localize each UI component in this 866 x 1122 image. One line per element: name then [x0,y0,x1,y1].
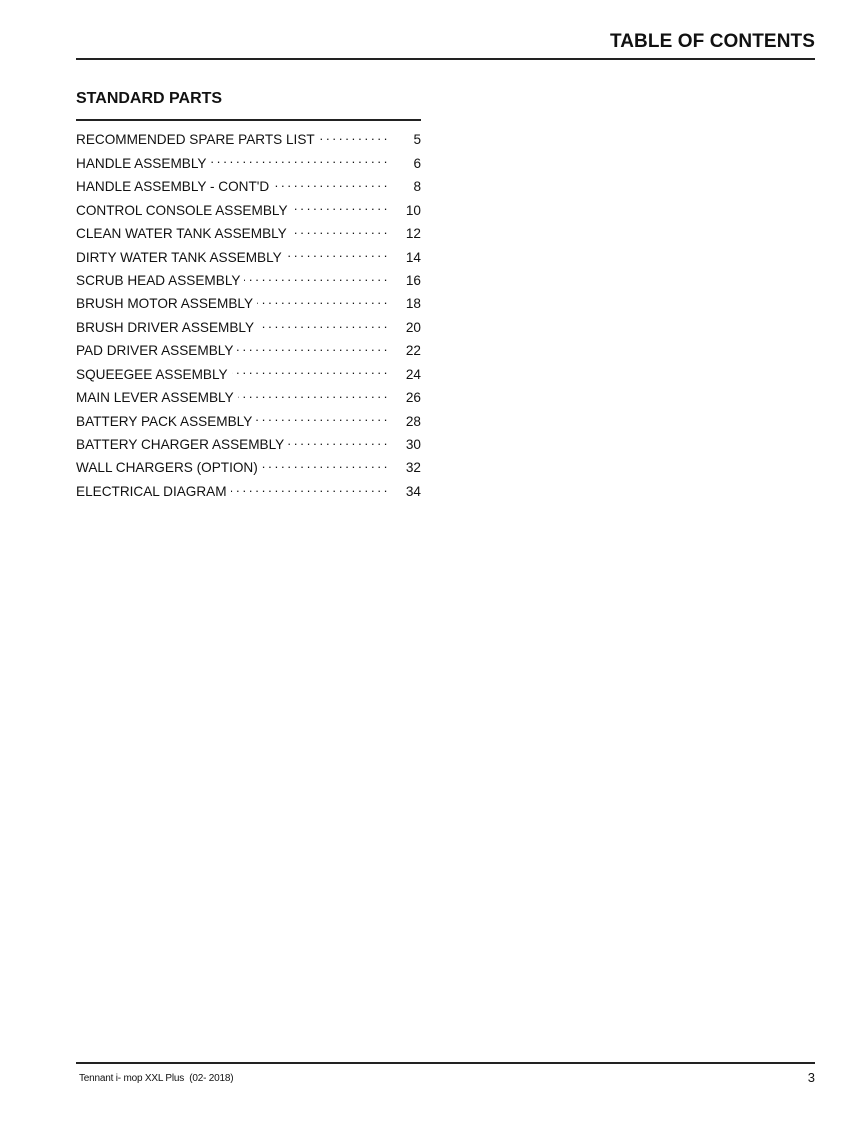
toc-dot-leader [232,362,387,378]
toc-dot-leader [231,480,387,496]
toc-entry-label: BATTERY PACK ASSEMBLY [76,413,253,429]
header-divider [76,58,815,60]
toc-dot-leader [257,292,387,308]
toc-entry-page: 14 [405,249,421,265]
toc-entry[interactable]: HANDLE ASSEMBLY - CONT'D 8 [76,175,421,198]
toc-entry-page: 6 [413,155,421,171]
toc-entry-label: SQUEEGEE ASSEMBLY [76,366,228,382]
toc-entry[interactable]: ELECTRICAL DIAGRAM 34 [76,480,421,503]
toc-entry[interactable]: BRUSH MOTOR ASSEMBLY 18 [76,292,421,315]
toc-dot-leader [210,151,387,167]
toc-entry-label: DIRTY WATER TANK ASSEMBLY [76,249,282,265]
toc-entry-label: MAIN LEVER ASSEMBLY [76,390,234,406]
toc-dot-leader [244,269,387,285]
toc-entry[interactable]: CLEAN WATER TANK ASSEMBLY 12 [76,222,421,245]
toc-entry-label: HANDLE ASSEMBLY - CONT'D [76,179,270,195]
toc-entry[interactable]: MAIN LEVER ASSEMBLY 26 [76,386,421,409]
toc-entry[interactable]: CONTROL CONSOLE ASSEMBLY 10 [76,198,421,221]
section-divider [76,119,421,121]
toc-dot-leader [273,175,387,191]
toc-entry-page: 12 [405,226,421,242]
footer-divider [76,1062,815,1064]
footer-text: Tennant i- mop XXL Plus (02- 2018) [79,1073,234,1084]
toc-dot-leader [292,198,387,214]
toc-entry-page: 28 [405,413,421,429]
toc-dot-leader [288,433,387,449]
toc-entry[interactable]: BATTERY CHARGER ASSEMBLY 30 [76,433,421,456]
toc-entry-page: 30 [405,437,421,452]
toc-entry[interactable]: SQUEEGEE ASSEMBLY 24 [76,362,421,385]
toc-list: RECOMMENDED SPARE PARTS LIST 5 HANDLE ASSE… [76,128,421,503]
toc-entry-label: PAD DRIVER ASSEMBLY [76,343,234,359]
toc-entry-label: SCRUB HEAD ASSEMBLY [76,272,241,288]
footer-page-number: 3 [807,1070,815,1085]
toc-entry-page: 8 [413,179,421,195]
toc-dot-leader [237,339,387,355]
toc-entry[interactable]: DIRTY WATER TANK ASSEMBLY 14 [76,245,421,268]
toc-entry-page: 18 [405,296,421,312]
toc-entry[interactable]: PAD DRIVER ASSEMBLY 22 [76,339,421,362]
toc-entry[interactable]: BATTERY PACK ASSEMBLY 28 [76,409,421,432]
toc-entry[interactable]: RECOMMENDED SPARE PARTS LIST 5 [76,128,421,151]
toc-entry-page: 32 [405,460,421,476]
toc-entry-label: HANDLE ASSEMBLY [76,155,207,171]
toc-entry[interactable]: SCRUB HEAD ASSEMBLY 16 [76,269,421,292]
toc-entry-label: RECOMMENDED SPARE PARTS LIST [76,132,315,148]
toc-dot-leader [262,456,387,472]
toc-dot-leader [319,128,387,144]
toc-entry[interactable]: BRUSH DRIVER ASSEMBLY 20 [76,316,421,339]
toc-entry-page: 20 [405,319,421,335]
toc-entry[interactable]: WALL CHARGERS (OPTION) 32 [76,456,421,479]
toc-entry-label: BRUSH DRIVER ASSEMBLY [76,319,255,335]
toc-entry-label: CONTROL CONSOLE ASSEMBLY [76,202,288,218]
toc-entry-label: WALL CHARGERS (OPTION) [76,460,258,476]
toc-entry[interactable]: HANDLE ASSEMBLY 6 [76,151,421,174]
section-title: STANDARD PARTS [76,90,223,107]
toc-entry-label: CLEAN WATER TANK ASSEMBLY [76,226,287,242]
toc-entry-page: 22 [405,343,421,359]
toc-dot-leader [256,409,387,425]
toc-dot-leader [291,222,387,238]
toc-entry-label: BRUSH MOTOR ASSEMBLY [76,296,254,312]
toc-dot-leader [238,386,387,402]
toc-dot-leader [258,316,387,332]
toc-entry-label: BATTERY CHARGER ASSEMBLY [76,437,285,452]
toc-entry-page: 5 [413,132,421,148]
page-title: TABLE OF CONTENTS [609,31,815,52]
toc-entry-page: 16 [405,272,421,288]
toc-entry-page: 10 [405,202,421,218]
toc-entry-page: 24 [405,366,421,382]
toc-entry-label: ELECTRICAL DIAGRAM [76,483,227,499]
toc-dot-leader [286,245,387,261]
toc-entry-page: 26 [405,390,421,406]
toc-entry-page: 34 [405,483,421,499]
